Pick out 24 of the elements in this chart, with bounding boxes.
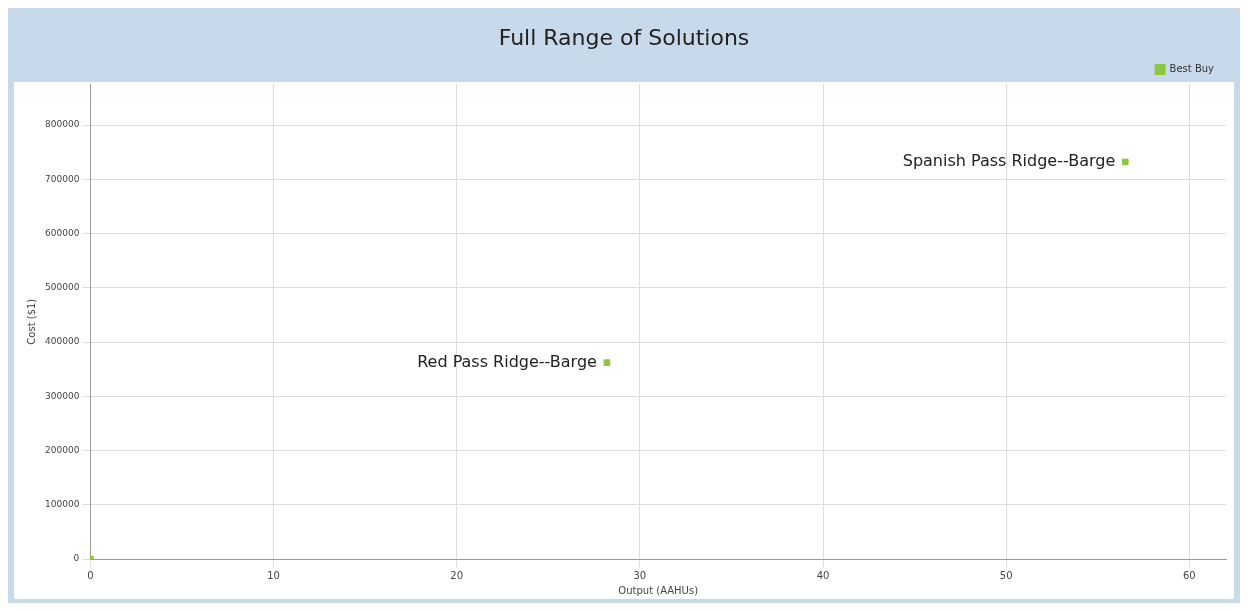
annotation: Red Pass Ridge--Barge	[417, 351, 597, 371]
point	[603, 359, 611, 366]
x-tick-label: 10	[267, 569, 280, 581]
y-tick-label: 300000	[45, 390, 80, 401]
y-tick-label: 100000	[45, 499, 80, 510]
annotation: Spanish Pass Ridge--Barge	[902, 151, 1116, 171]
point	[1121, 158, 1129, 166]
x-axis-title: Output (AAHUs)	[618, 584, 699, 596]
x-tick-label: 20	[450, 569, 464, 581]
x-tick-label: 60	[1183, 569, 1196, 581]
x-tick-label: 50	[999, 569, 1013, 581]
y-tick-label: 0	[73, 553, 80, 564]
x-tick-label: 0	[87, 569, 94, 581]
chart-title: Full Range of Solutions	[498, 24, 750, 50]
y-tick-label: 400000	[45, 336, 80, 347]
legend-label: Best Buy	[1169, 62, 1215, 74]
y-axis-title: Cost ($1)	[25, 298, 37, 345]
y-tick-label: 800000	[45, 119, 80, 130]
y-tick-label: 200000	[45, 444, 80, 455]
x-tick-label: 30	[633, 569, 647, 581]
y-tick-label: 500000	[45, 282, 80, 293]
y-tick-label: 700000	[45, 173, 80, 184]
y-tick-label: 600000	[45, 227, 80, 238]
x-tick-label: 40	[816, 569, 830, 581]
